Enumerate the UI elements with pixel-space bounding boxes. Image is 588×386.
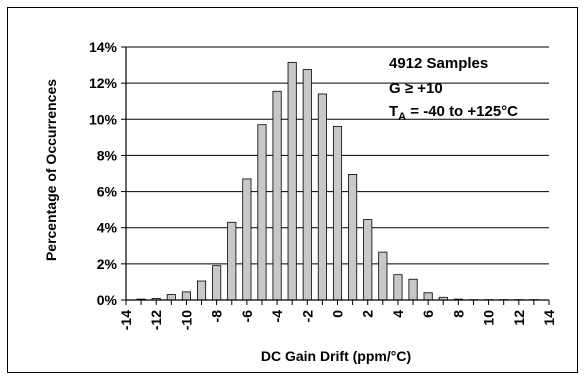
- bar: [302, 69, 312, 301]
- y-tick-label: 2%: [97, 256, 118, 272]
- annotation-temp-t: T: [389, 103, 398, 120]
- x-tick-label: 8: [450, 310, 466, 318]
- annotation-gain: G ≥ +10: [389, 80, 443, 97]
- bar: [272, 90, 282, 301]
- annotation-temp: TA = -40 to +125°C: [389, 103, 518, 123]
- bar: [332, 126, 343, 301]
- bar: [181, 291, 191, 301]
- annotation-samples: 4912 Samples: [389, 55, 488, 72]
- bar: [378, 251, 388, 301]
- annotation-temp-sub: A: [398, 111, 406, 123]
- y-axis-label: Percentage of Occurrences: [43, 79, 59, 261]
- bar: [257, 124, 267, 301]
- y-tick-label: 4%: [97, 220, 118, 236]
- x-tick-label: -14: [118, 310, 134, 330]
- x-tick-label: 14: [541, 310, 557, 326]
- x-tick-label: -6: [239, 310, 255, 323]
- x-tick-label: -10: [178, 310, 194, 330]
- bar: [348, 174, 358, 301]
- x-tick-label: 6: [420, 310, 436, 318]
- grid-lines: [126, 46, 549, 265]
- y-tick-label: 10%: [89, 111, 118, 127]
- bar: [393, 274, 403, 301]
- bar: [363, 219, 373, 301]
- bar: [227, 221, 237, 301]
- y-tick-label: 6%: [97, 184, 118, 200]
- x-tick-label: 12: [511, 310, 527, 326]
- x-tick-label: 10: [481, 310, 497, 326]
- axes: [121, 46, 550, 305]
- x-tick-label: 4: [390, 310, 406, 318]
- bar: [287, 61, 297, 301]
- x-tick-label: 2: [360, 310, 376, 318]
- bar: [212, 265, 222, 301]
- y-tick-label: 0%: [97, 292, 118, 308]
- bar: [196, 280, 207, 301]
- bar: [317, 93, 327, 301]
- x-tick-label: -2: [299, 310, 315, 323]
- bar: [423, 292, 433, 301]
- x-tick-label: -12: [148, 310, 164, 330]
- x-tick-labels: -14 -12 -10 -8 -6 -4 -2 0 2 4 6 8 10 12 14: [118, 310, 557, 330]
- bar: [242, 178, 252, 301]
- y-tick-label: 14%: [89, 39, 118, 55]
- x-tick-label: -8: [209, 310, 225, 323]
- x-tick-label: -4: [269, 310, 285, 323]
- bar: [166, 294, 176, 301]
- y-tick-labels: 0% 2% 4% 6% 8% 10% 12% 14%: [89, 39, 118, 308]
- x-axis-label: DC Gain Drift (ppm/°C): [261, 348, 411, 364]
- y-tick-label: 12%: [89, 75, 118, 91]
- bar: [408, 278, 418, 301]
- annotation-temp-range: = -40 to +125°C: [406, 103, 518, 120]
- x-tick-label: 0: [330, 310, 346, 318]
- y-tick-label: 8%: [97, 147, 118, 163]
